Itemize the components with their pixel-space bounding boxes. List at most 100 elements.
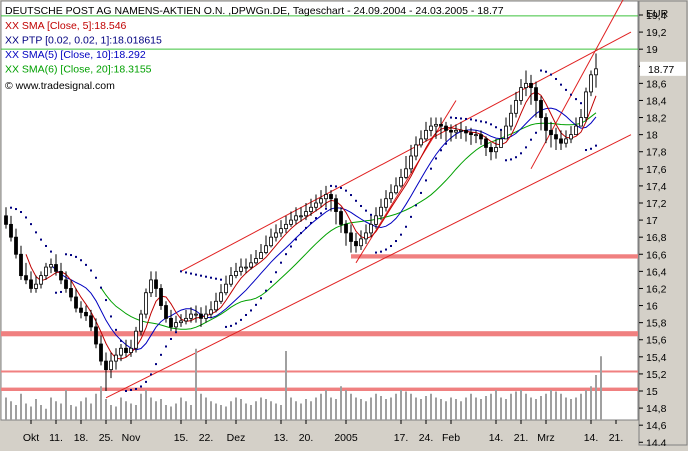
- x-tick-label: 2005: [334, 432, 358, 444]
- candle-body: [154, 279, 158, 289]
- x-tick-label: 25.: [99, 432, 114, 444]
- volume-bar: [80, 401, 82, 420]
- candle: [94, 318, 98, 349]
- y-tick-label: 18,6: [646, 78, 667, 90]
- candle-body: [359, 238, 363, 247]
- candle-body: [269, 236, 273, 247]
- y-tick-label: 14,4: [646, 437, 667, 446]
- psar-dot: [335, 185, 337, 188]
- candle-body: [9, 223, 13, 238]
- candle-body: [379, 206, 383, 217]
- psar-dot: [215, 277, 217, 280]
- candle-body: [499, 138, 503, 148]
- psar-dot: [235, 322, 237, 325]
- candle: [199, 307, 203, 327]
- y-tick-label: 19,4: [646, 10, 667, 22]
- source-label: © www.tradesignal.com: [5, 80, 115, 92]
- volume-bar: [210, 401, 212, 420]
- volume-bar: [340, 386, 342, 420]
- x-tick-label: 21.: [609, 432, 624, 444]
- candle: [424, 121, 428, 142]
- candle: [404, 156, 408, 180]
- candle: [439, 117, 443, 139]
- candle: [204, 305, 208, 323]
- candle-body: [534, 87, 538, 101]
- psar-dot: [130, 388, 132, 391]
- psar-dot: [385, 248, 387, 251]
- psar-dot: [20, 211, 22, 214]
- candle-body: [19, 253, 23, 277]
- volume-bar: [590, 386, 592, 420]
- x-tick-label: 22.: [199, 432, 214, 444]
- candle-body: [459, 129, 463, 132]
- psar-dot: [35, 231, 37, 234]
- psar-dot: [520, 152, 522, 155]
- candle: [469, 127, 473, 145]
- psar-dot: [345, 189, 347, 192]
- volume-bar: [175, 403, 177, 420]
- candle-body: [314, 202, 318, 208]
- candle: [279, 220, 283, 238]
- candle: [579, 109, 583, 127]
- trend-line: [530, 0, 624, 170]
- candle-body: [229, 275, 233, 285]
- y-tick-label: 16,2: [646, 283, 667, 295]
- x-tick-label: Feb: [442, 432, 460, 444]
- volume-bar: [575, 397, 577, 420]
- y-tick-label: 15,8: [646, 318, 667, 330]
- volume-bar: [515, 391, 517, 420]
- psar-dot: [145, 380, 147, 383]
- candle: [289, 211, 293, 227]
- candle-body: [434, 123, 438, 127]
- indicator-label: XX SMA [Close, 5]:18.546: [5, 20, 127, 32]
- candle-body: [324, 194, 328, 200]
- psar-dot: [285, 253, 287, 256]
- candle: [309, 198, 313, 216]
- psar-dot: [530, 138, 532, 141]
- candle: [294, 207, 298, 225]
- candle-body: [69, 288, 73, 298]
- psar-dot: [200, 274, 202, 277]
- candle-body: [4, 215, 8, 225]
- psar-dot: [425, 179, 427, 182]
- psar-dot: [75, 255, 77, 258]
- candle-body: [64, 279, 68, 289]
- candle: [589, 70, 593, 97]
- volume-bar: [215, 403, 217, 420]
- volume-bar: [100, 386, 102, 420]
- candle-body: [109, 360, 113, 371]
- volume-bar: [195, 348, 197, 420]
- volume-bar: [475, 397, 477, 420]
- psar-dot: [455, 117, 457, 120]
- x-tick-label: 15.: [174, 432, 189, 444]
- candle-body: [339, 211, 343, 225]
- volume-bar: [150, 397, 152, 420]
- x-tick-label: 17.: [394, 432, 409, 444]
- last-price-label: 18.77: [648, 64, 674, 76]
- psar-dot: [120, 339, 122, 342]
- candle-body: [414, 144, 418, 157]
- candle-body: [384, 198, 388, 208]
- candle-body: [494, 147, 498, 153]
- volume-bar: [270, 401, 272, 420]
- psar-dot: [310, 221, 312, 224]
- volume-bar: [365, 401, 367, 420]
- psar-dot: [340, 186, 342, 189]
- volume-bar: [390, 397, 392, 420]
- psar-dot: [555, 77, 557, 80]
- volume-bar: [370, 397, 372, 420]
- candle-body: [264, 245, 268, 253]
- volume-bar: [520, 390, 522, 420]
- candle: [519, 79, 523, 105]
- trend-line: [180, 31, 632, 272]
- psar-dot: [260, 297, 262, 300]
- candle-body: [99, 343, 103, 362]
- candle-body: [59, 270, 63, 281]
- volume-bar: [50, 397, 52, 420]
- volume-bar: [290, 397, 292, 420]
- candle: [129, 339, 133, 357]
- volume-bar: [300, 403, 302, 420]
- candle: [159, 284, 163, 310]
- psar-dot: [355, 199, 357, 202]
- candle-body: [29, 279, 33, 289]
